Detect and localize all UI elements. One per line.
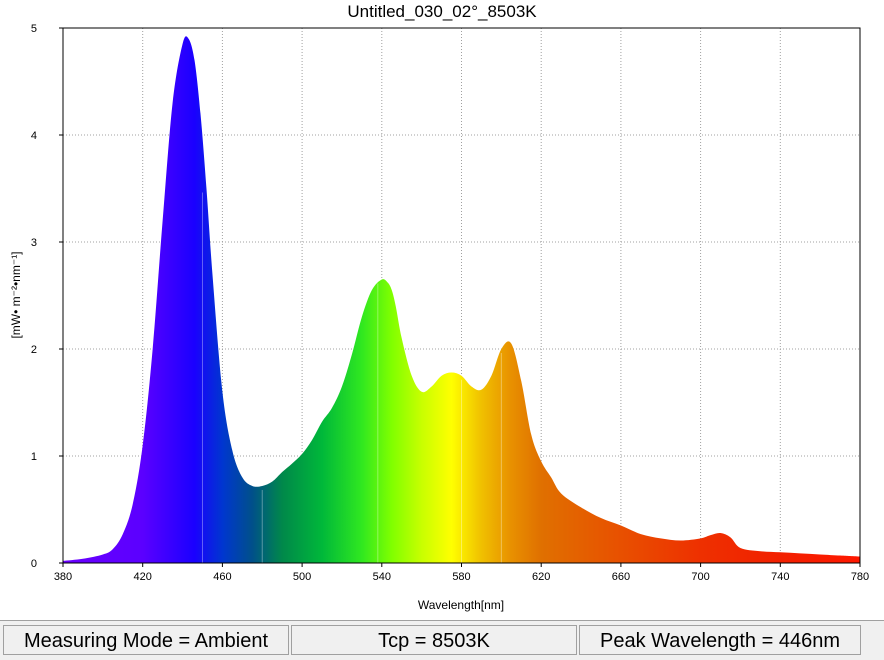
y-axis-ticks: 0 1 2 3 4 5 [31, 23, 63, 570]
spectrum-boundary-lines [201, 192, 502, 563]
x-tick-label: 700 [691, 571, 709, 583]
x-tick-label: 380 [54, 571, 72, 583]
x-tick-label: 620 [532, 571, 550, 583]
spectrum-chart: 380 420 460 500 540 580 620 660 700 740 780 0 1 2 3 4 5… [9, 23, 869, 612]
y-tick-label: 3 [31, 237, 37, 249]
y-tick-label: 1 [31, 451, 37, 463]
x-tick-label: 660 [612, 571, 630, 583]
y-tick-label: 0 [31, 558, 37, 570]
x-tick-label: 460 [213, 571, 231, 583]
y-tick-label: 2 [31, 344, 37, 356]
measuring-mode-field: Measuring Mode = Ambient [3, 625, 289, 655]
x-tick-label: 420 [134, 571, 152, 583]
x-tick-label: 780 [851, 571, 869, 583]
x-axis-title: Wavelength[nm] [418, 598, 504, 612]
y-tick-label: 5 [31, 23, 37, 35]
x-tick-label: 740 [771, 571, 789, 583]
x-tick-label: 540 [373, 571, 391, 583]
spectrum-area [63, 36, 860, 563]
y-tick-label: 4 [31, 130, 37, 142]
status-bar: Measuring Mode = Ambient Tcp = 8503K Pea… [0, 620, 884, 660]
x-tick-label: 580 [452, 571, 470, 583]
y-axis-title: [mW• m⁻²•nm⁻¹] [9, 251, 23, 338]
chart-title: Untitled_030_02°_8503K [347, 2, 537, 21]
x-tick-label: 500 [293, 571, 311, 583]
x-axis-ticks: 380 420 460 500 540 580 620 660 700 740 780 [54, 563, 869, 583]
tcp-field: Tcp = 8503K [291, 625, 577, 655]
peak-wavelength-field: Peak Wavelength = 446nm [579, 625, 861, 655]
